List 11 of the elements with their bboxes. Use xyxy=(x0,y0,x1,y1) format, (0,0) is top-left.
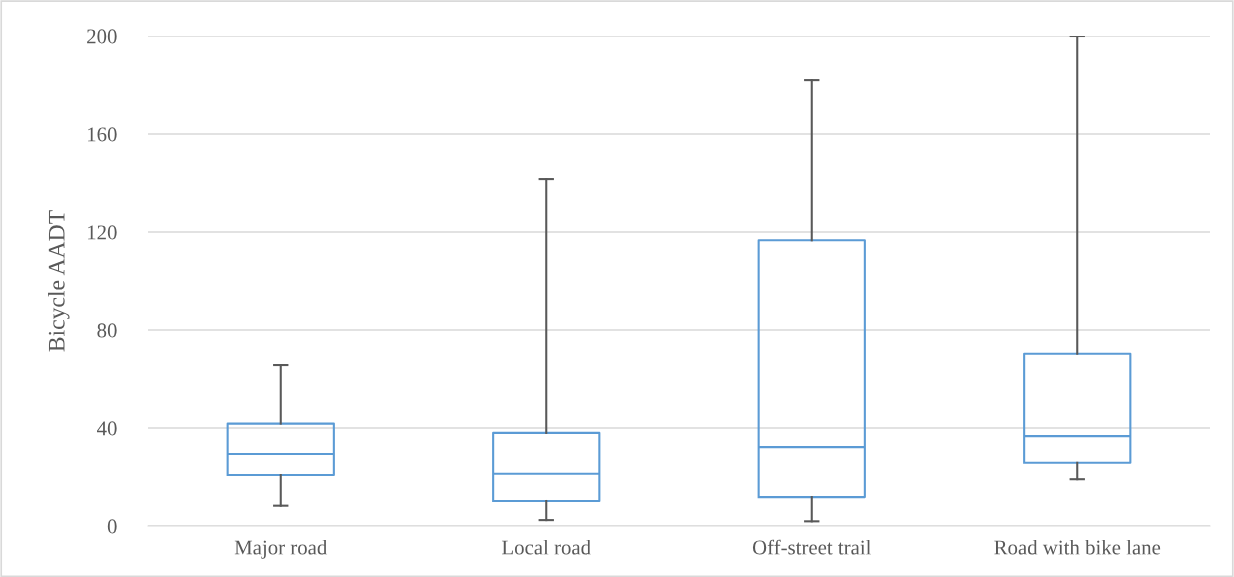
y-tick-label: 120 xyxy=(88,225,117,240)
y-tick-label: 80 xyxy=(97,323,117,338)
y-tick-label: 0 xyxy=(107,519,117,534)
y-tick-label: 200 xyxy=(87,29,117,44)
y-tick-label: 40 xyxy=(97,421,117,436)
y-tick-label: 160 xyxy=(88,127,117,142)
x-tick-label: Local road xyxy=(502,539,591,555)
y-axis-title: Bicycle AADT xyxy=(48,210,70,352)
x-tick-label: Off-street trail xyxy=(752,539,872,555)
x-tick-label: Road with bike lane xyxy=(994,539,1161,555)
x-tick-label: Major road xyxy=(234,539,328,559)
